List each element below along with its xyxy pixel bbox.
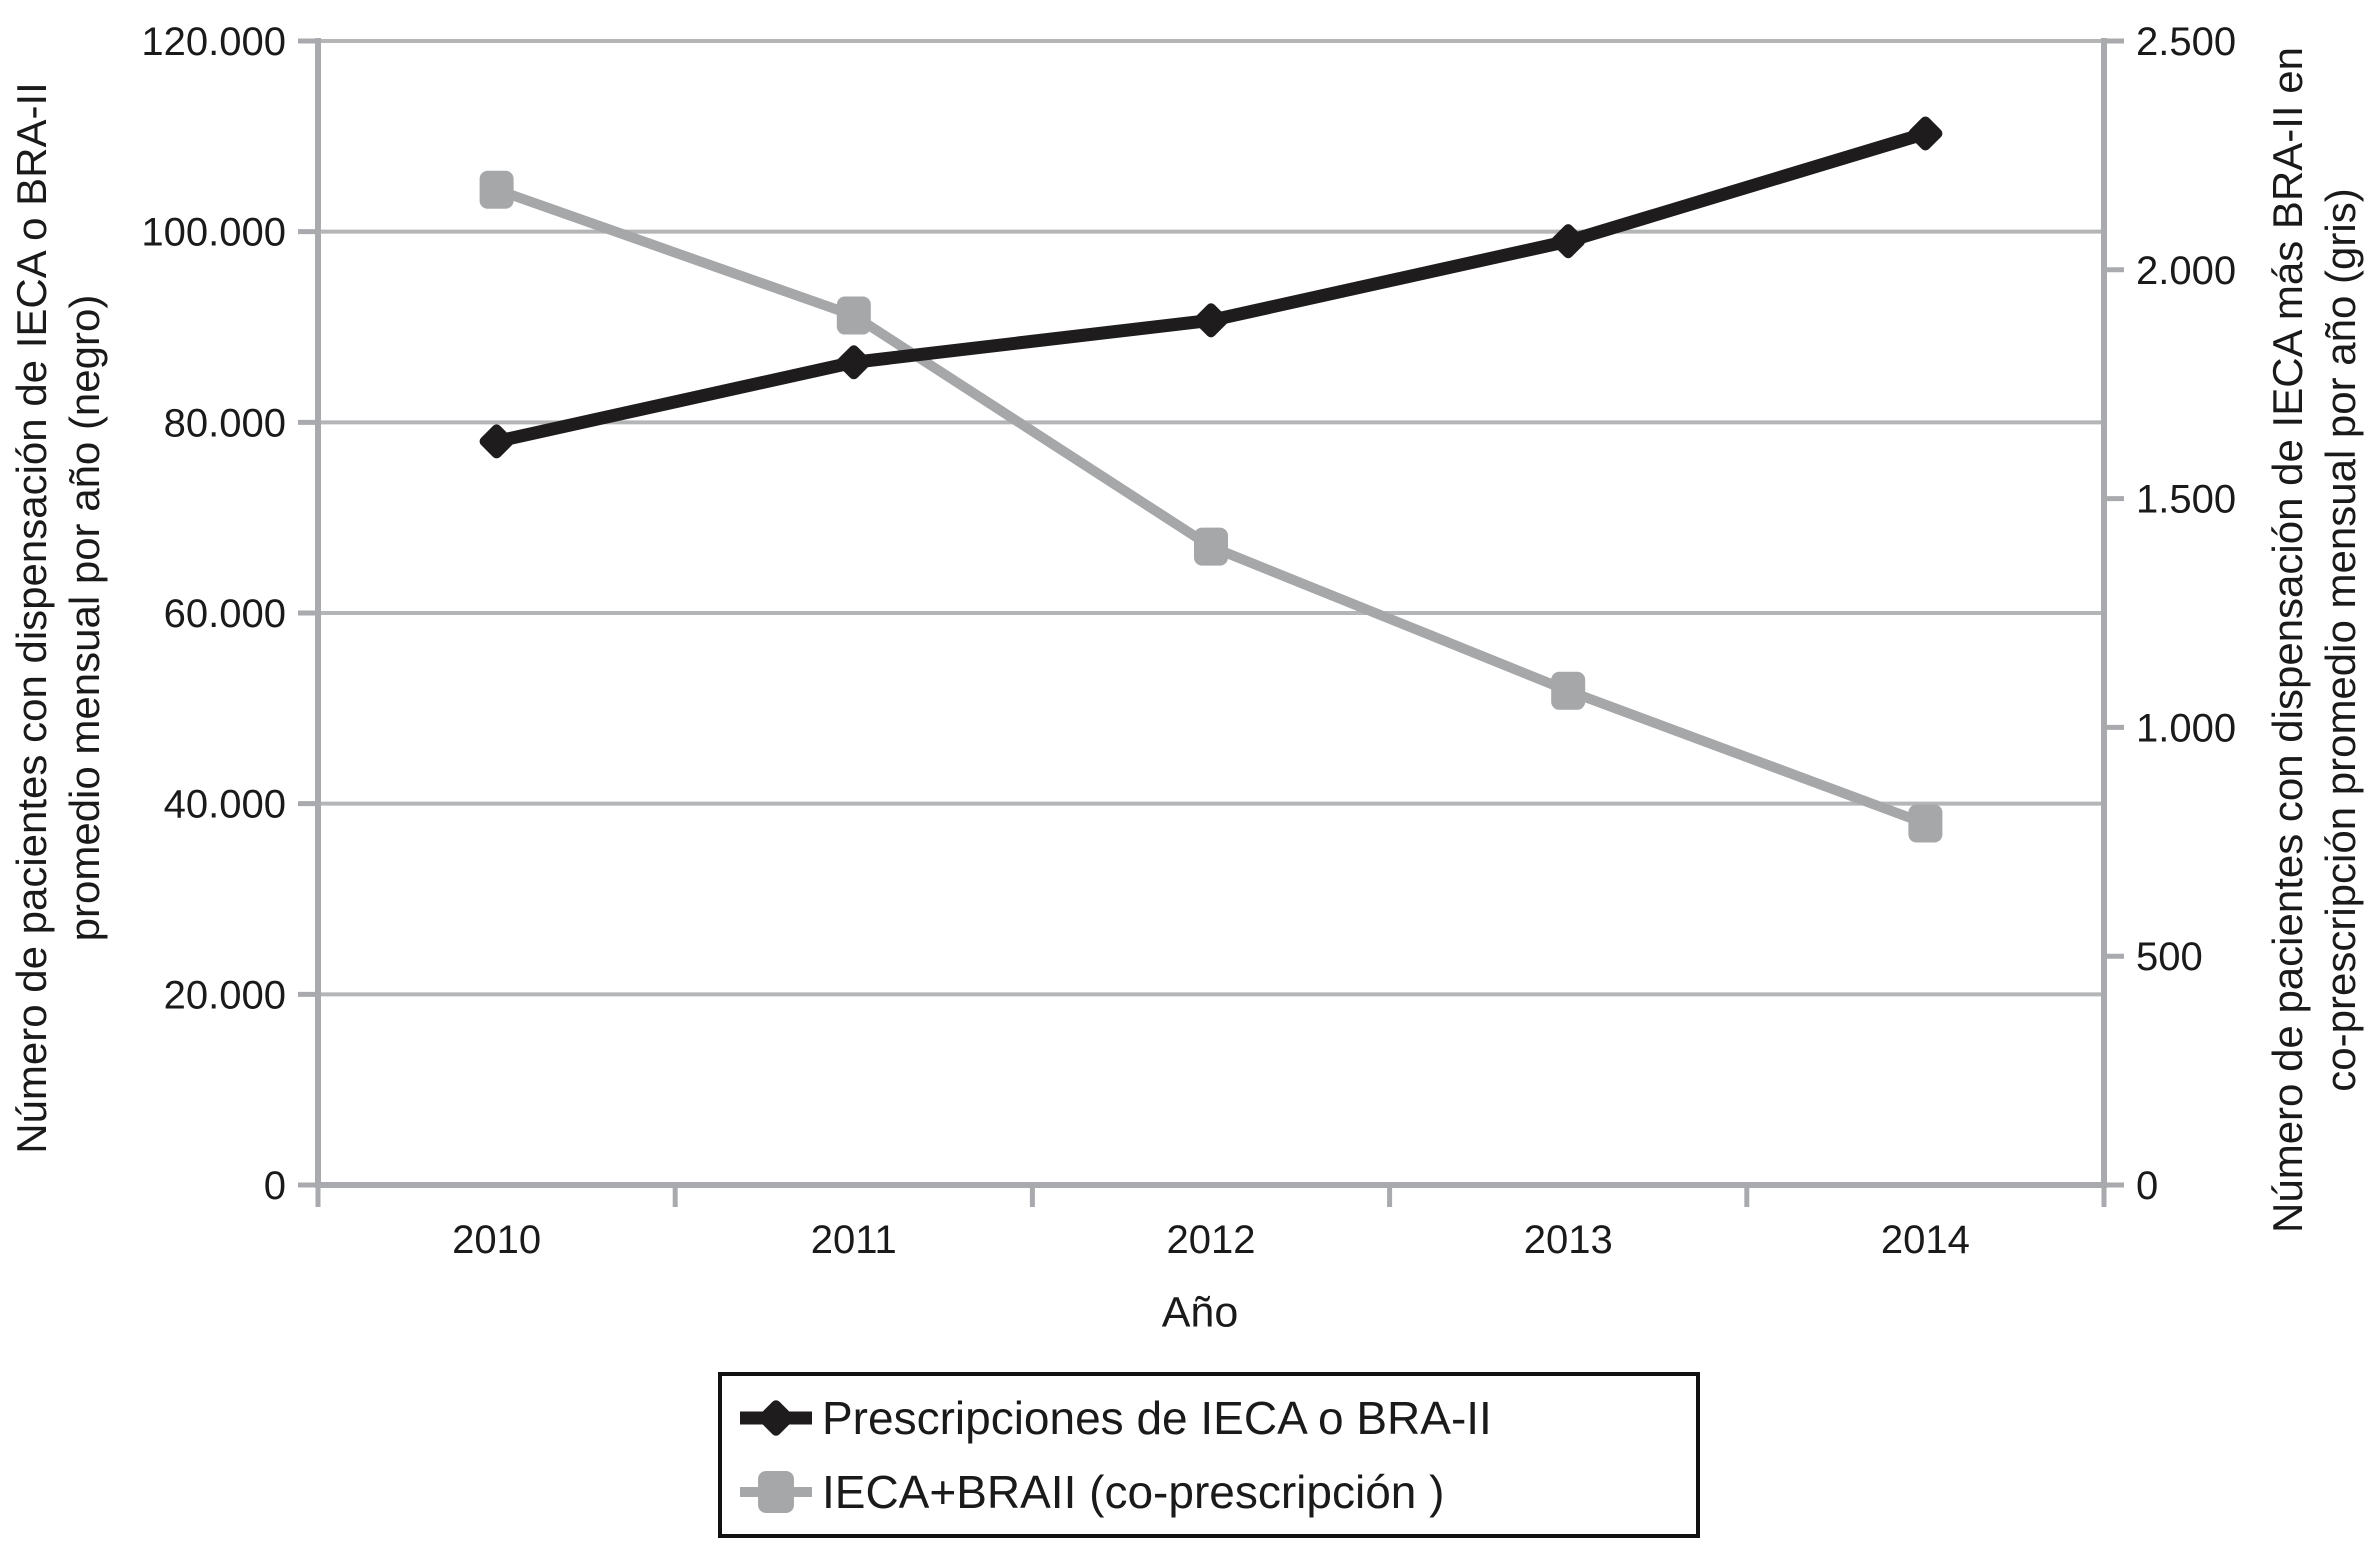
- y-right-tick-label: 1.000: [2136, 706, 2236, 750]
- y-left-tick-label: 100.000: [141, 211, 286, 255]
- y-right-tick-label: 2.000: [2136, 249, 2236, 293]
- x-tick-label: 2013: [1524, 1218, 1613, 1262]
- y-right-tick-label: 500: [2136, 935, 2203, 979]
- gridlines: [318, 39, 2104, 997]
- x-axis-title: Año: [1161, 1288, 1239, 1337]
- x-axis-ticks: 2010 2011 2012 2013 2014: [315, 1185, 2107, 1262]
- left-axis-title-line2: promedio mensual por año (negro): [61, 294, 108, 942]
- y-left-tick-label: 120.000: [141, 20, 286, 64]
- legend-label: IECA+BRAII (co-prescripción ): [822, 1466, 1445, 1518]
- x-tick-label: 2010: [452, 1218, 541, 1262]
- right-axis-ticks: 0 500 1.000 1.500 2.000 2.500: [2104, 20, 2236, 1208]
- legend-label: Prescripciones de IECA o BRA-II: [822, 1392, 1492, 1444]
- y-right-tick-label: 1.500: [2136, 478, 2236, 522]
- series-coprescripcion: [479, 170, 1943, 843]
- y-right-tick-label: 0: [2136, 1164, 2158, 1208]
- legend-item-coprescripcion: IECA+BRAII (co-prescripción ): [738, 1455, 1696, 1529]
- legend: Prescripciones de IECA o BRA-II IECA+BRA…: [718, 1372, 1700, 1538]
- left-axis-title: Número de pacientes con dispensación de …: [5, 82, 111, 1154]
- legend-item-prescripciones: Prescripciones de IECA o BRA-II: [738, 1381, 1696, 1455]
- y-left-tick-label: 40.000: [164, 783, 286, 827]
- square-marker-icon: [740, 1471, 812, 1513]
- x-tick-label: 2012: [1167, 1218, 1256, 1262]
- right-axis-title: Número de pacientes con dispensación de …: [2261, 47, 2367, 1233]
- x-tick-label: 2011: [811, 1218, 897, 1262]
- right-axis-title-line2: co-prescripción promedio mensual por año…: [2317, 188, 2364, 1092]
- x-tick-label: 2014: [1881, 1218, 1970, 1262]
- y-right-tick-label: 2.500: [2136, 20, 2236, 64]
- y-left-tick-label: 60.000: [164, 592, 286, 636]
- y-left-tick-label: 0: [264, 1164, 286, 1208]
- diamond-marker-icon: [740, 1400, 812, 1436]
- y-left-tick-label: 80.000: [164, 401, 286, 445]
- right-axis-title-line1: Número de pacientes con dispensación de …: [2264, 47, 2311, 1233]
- y-left-tick-label: 20.000: [164, 973, 286, 1017]
- series-prescripciones: [479, 116, 1943, 459]
- left-axis-title-line1: Número de pacientes con dispensación de …: [8, 82, 55, 1154]
- left-axis-ticks: 0 20.000 40.000 60.000 80.000 100.000 120.000: [141, 20, 318, 1208]
